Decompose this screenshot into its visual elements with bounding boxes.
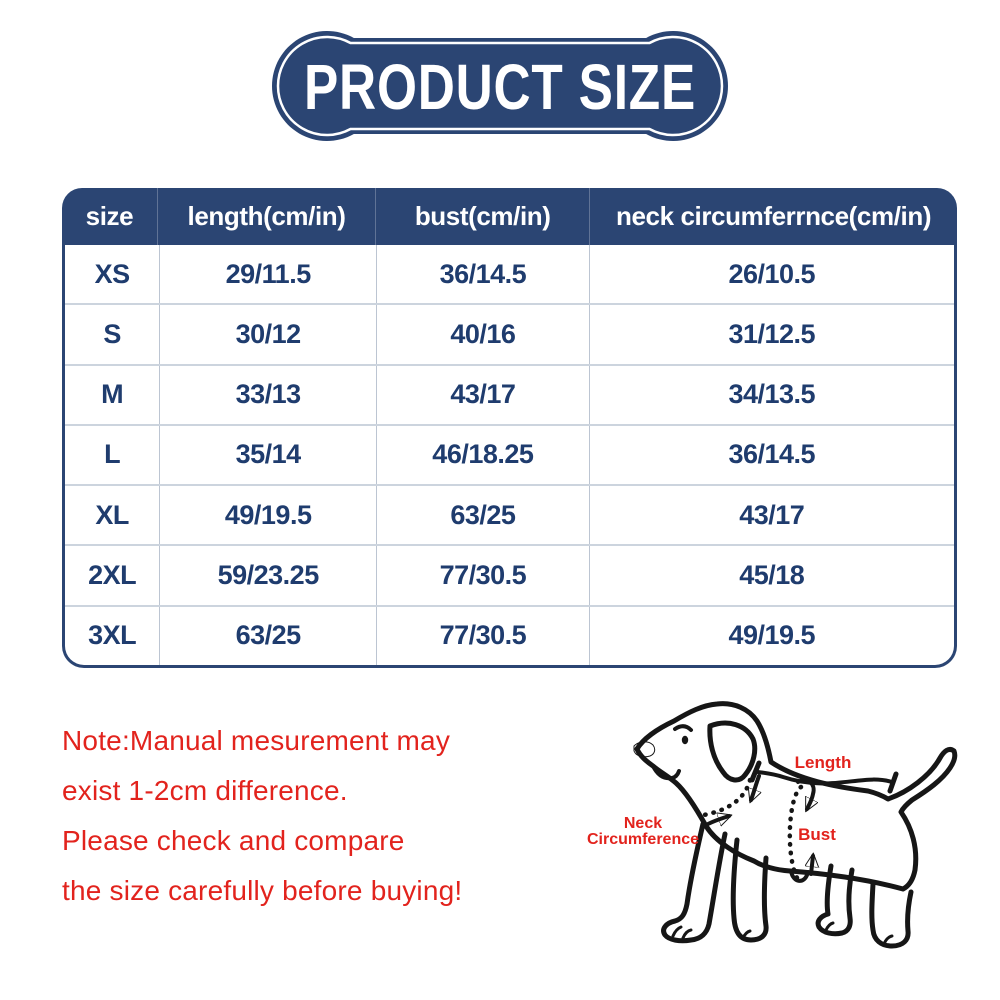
neck-label-line2: Circumference	[587, 831, 699, 848]
column-header-length: length(cm/in)	[156, 188, 375, 245]
table-body: XS 29/11.5 36/14.5 26/10.5 S 30/12 40/16…	[62, 245, 957, 668]
length-line	[756, 770, 894, 786]
table-row-3xl: 3XL 63/25 77/30.5 49/19.5	[65, 604, 954, 665]
measurement-note: Note:Manual mesurement may exist 1-2cm d…	[62, 716, 462, 916]
length-cell: 59/23.25	[159, 546, 376, 605]
dog-near-front-leg	[661, 821, 728, 944]
banner-title: PRODUCT SIZE	[304, 51, 696, 123]
neck-cell: 26/10.5	[588, 245, 954, 304]
dog-diagram-icon: Length Neck Circumference Bust	[587, 701, 958, 949]
bust-cell: 40/16	[376, 305, 588, 364]
bust-bottom-arrow	[811, 856, 813, 876]
neck-cell: 31/12.5	[588, 305, 954, 364]
dog-far-front-leg	[730, 837, 769, 943]
dog-near-hind-leg	[869, 881, 914, 949]
dog-nose-icon	[633, 741, 656, 758]
length-cell: 63/25	[159, 606, 376, 665]
bust-cell: 43/17	[376, 365, 588, 424]
length-cell: 29/11.5	[159, 245, 376, 304]
dog-eyebrow	[673, 724, 693, 732]
size-table: size length(cm/in) bust(cm/in) neck circ…	[62, 188, 957, 668]
size-cell: L	[104, 439, 121, 470]
neck-circumference-dotted-line	[695, 777, 753, 819]
bone-fill	[271, 30, 729, 142]
dog-toe-marks	[671, 921, 894, 946]
length-label: Length	[795, 753, 852, 772]
neck-cell: 34/13.5	[588, 365, 954, 424]
length-cell: 30/12	[159, 305, 376, 364]
dog-body-outline	[634, 701, 958, 892]
bust-cell: 77/30.5	[376, 546, 588, 605]
table-header-row: size length(cm/in) bust(cm/in) neck circ…	[62, 188, 957, 245]
size-cell: 2XL	[88, 560, 137, 591]
length-neck-arrow	[751, 774, 759, 800]
neck-cell: 36/14.5	[588, 425, 954, 485]
size-cell: S	[103, 318, 121, 349]
column-header-bust: bust(cm/in)	[375, 188, 589, 245]
length-cell: 49/19.5	[159, 486, 376, 545]
note-line: Note:Manual mesurement may	[62, 725, 451, 756]
dog-mouth	[651, 764, 681, 781]
bust-dotted-line	[787, 784, 804, 886]
note-line: the size carefully before buying!	[62, 875, 463, 906]
table-row-xs: XS 29/11.5 36/14.5 26/10.5	[65, 245, 954, 304]
dog-ear	[707, 720, 758, 783]
table-row-l: L 35/14 46/18.25 36/14.5	[65, 423, 954, 485]
bust-cell: 77/30.5	[376, 606, 588, 665]
dog-far-hind-leg	[815, 863, 855, 937]
length-left-tick	[749, 760, 762, 783]
dog-measurement-diagram: Length Neck Circumference Bust	[540, 690, 995, 990]
column-header-size: size	[85, 201, 134, 231]
bust-label: Bust	[798, 825, 836, 844]
size-cell: M	[101, 379, 124, 410]
length-cell: 33/13	[159, 365, 376, 424]
neck-label-line1: Neck	[624, 815, 662, 832]
table-row-2xl: 2XL 59/23.25 77/30.5 45/18	[65, 544, 954, 605]
length-cell: 35/14	[159, 425, 376, 485]
product-size-banner: PRODUCT SIZE	[270, 26, 730, 146]
neck-cell: 45/18	[588, 546, 954, 605]
bust-cell: 63/25	[376, 486, 588, 545]
neck-cell: 49/19.5	[588, 606, 954, 665]
size-cell: 3XL	[88, 620, 137, 651]
dog-eye-icon	[681, 735, 689, 745]
neck-cell: 43/17	[588, 486, 954, 545]
bust-cell: 46/18.25	[376, 425, 588, 485]
bust-cell: 36/14.5	[376, 245, 588, 304]
size-cell: XL	[95, 499, 129, 530]
bone-inner-outline	[276, 35, 724, 137]
size-cell: XS	[94, 258, 131, 289]
bust-top-arrow	[796, 778, 814, 809]
table-row-s: S 30/12 40/16 31/12.5	[65, 303, 954, 364]
column-header-neck: neck circumferrnce(cm/in)	[589, 188, 957, 245]
note-line: Please check and compare	[62, 825, 405, 856]
neck-label-arrow	[706, 816, 729, 824]
note-line: exist 1-2cm difference.	[62, 775, 348, 806]
table-row-xl: XL 49/19.5 63/25 43/17	[65, 484, 954, 545]
table-row-m: M 33/13 43/17 34/13.5	[65, 363, 954, 424]
bone-shape-icon: PRODUCT SIZE	[271, 30, 729, 142]
bust-bottom-loop	[789, 869, 810, 883]
